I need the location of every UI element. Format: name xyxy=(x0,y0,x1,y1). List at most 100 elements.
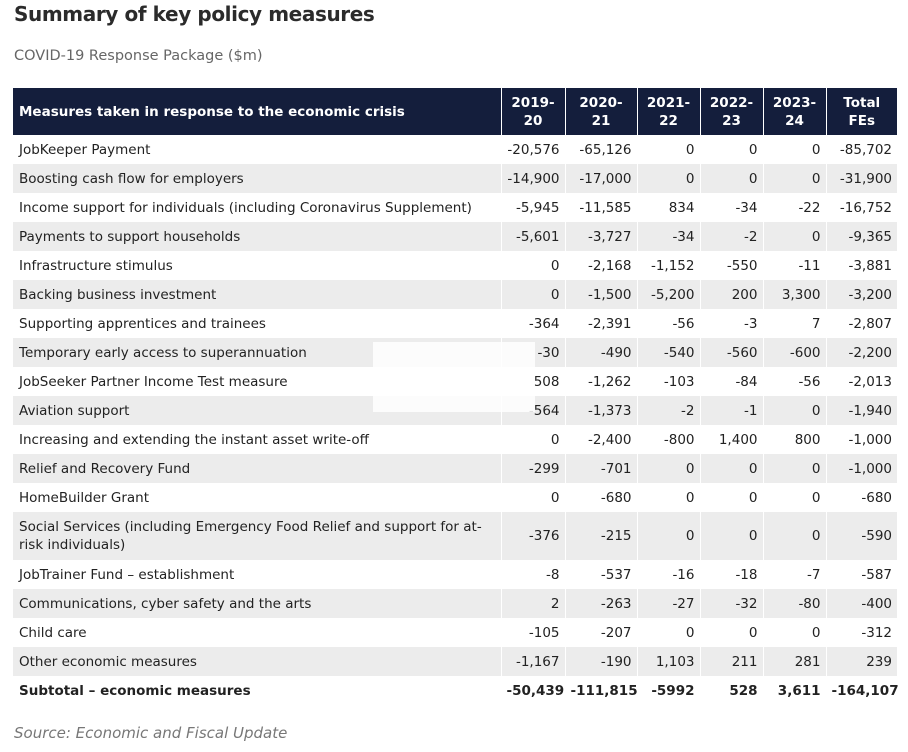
value-cell: 0 xyxy=(500,425,565,454)
header-column: 2020-21 xyxy=(564,88,637,135)
value-cell: -11 xyxy=(762,251,826,280)
table-row: Payments to support households -5,601 -3,7… xyxy=(13,222,897,251)
value-cell: -587 xyxy=(825,560,897,589)
value-cell: -9,365 xyxy=(825,222,897,251)
table-row: Supporting apprentices and trainees -364-… xyxy=(13,309,897,338)
measure-label: Communications, cyber safety and the art… xyxy=(13,589,501,618)
value-cell: -1,152 xyxy=(636,251,700,280)
value-cell: -680 xyxy=(564,483,637,512)
value-cell: -550 xyxy=(699,251,763,280)
measure-label: Infrastructure stimulus xyxy=(19,257,173,274)
subtotal-value: -164,107 xyxy=(825,676,899,705)
value-cell: 0 xyxy=(762,396,826,425)
subtotal-value: -50,439 xyxy=(500,676,565,705)
value-cell: -800 xyxy=(636,425,700,454)
value-cell: -16,752 xyxy=(825,193,897,222)
value-cell: -2 xyxy=(699,222,763,251)
value-cell: 834 xyxy=(636,193,700,222)
value-cell: -11,585 xyxy=(564,193,637,222)
measure-label: Increasing and extending the instant ass… xyxy=(19,431,369,448)
value-cell: 2 xyxy=(500,589,565,618)
table-row: JobSeeker Partner Income Test measure 508… xyxy=(13,367,897,396)
value-cell: -5,601 xyxy=(500,222,565,251)
measure-label: Social Services (including Emergency Foo… xyxy=(13,512,501,560)
subtotal-value: -5992 xyxy=(636,676,700,705)
value-cell: -680 xyxy=(825,483,897,512)
value-cell: -3,727 xyxy=(564,222,637,251)
value-cell: -17,000 xyxy=(564,164,637,193)
value-cell: 281 xyxy=(762,647,826,676)
value-cell: -7 xyxy=(762,560,826,589)
value-cell: 0 xyxy=(762,454,826,483)
value-cell: 0 xyxy=(699,483,763,512)
table-row: HomeBuilder Grant 0 -680 0 0 0 -680 xyxy=(13,483,897,512)
subtotal-value: 3,611 xyxy=(762,676,826,705)
value-cell: 0 xyxy=(699,164,763,193)
value-cell: -34 xyxy=(699,193,763,222)
subtotal-value: -111,815 xyxy=(564,676,638,705)
header-measure: Measures taken in response to the econom… xyxy=(13,88,501,135)
value-cell: 0 xyxy=(699,454,763,483)
value-cell: -364 xyxy=(500,309,565,338)
value-cell: -2,200 xyxy=(825,338,897,367)
table-row: JobTrainer Fund – establishment -8 -537 -16… xyxy=(13,560,897,589)
value-cell: 0 xyxy=(762,483,826,512)
value-cell: -20,576 xyxy=(500,135,565,164)
value-cell: -540 xyxy=(636,338,700,367)
table-row: Increasing and extending the instant ass… xyxy=(13,425,897,454)
value-cell: -263 xyxy=(564,589,637,618)
value-cell: -56 xyxy=(762,367,826,396)
table-row: Temporary early access to superannuation… xyxy=(13,338,897,367)
value-cell: 0 xyxy=(699,618,763,647)
value-cell: -5,200 xyxy=(636,280,700,309)
header-row: Measures taken in response to the econom… xyxy=(13,88,897,135)
value-cell: 1,103 xyxy=(636,647,700,676)
table-row: Communications, cyber safety and the art… xyxy=(13,589,897,618)
value-cell: 0 xyxy=(636,454,700,483)
measure-label: Payments to support households xyxy=(13,222,501,251)
header-column: 2022-23 xyxy=(699,88,763,135)
value-cell: -215 xyxy=(564,512,637,560)
value-cell: -400 xyxy=(825,589,897,618)
value-cell: 0 xyxy=(762,618,826,647)
value-cell: 0 xyxy=(636,618,700,647)
value-cell: -2,391 xyxy=(564,309,637,338)
measure-label: JobTrainer Fund – establishment xyxy=(19,566,235,583)
value-cell: -31,900 xyxy=(825,164,897,193)
value-cell: -1,500 xyxy=(564,280,637,309)
value-cell: -3 xyxy=(699,309,763,338)
value-cell: -3,881 xyxy=(825,251,897,280)
value-cell: -16 xyxy=(636,560,700,589)
value-cell: -27 xyxy=(636,589,700,618)
value-cell: -2 xyxy=(636,396,700,425)
value-cell: 0 xyxy=(636,512,700,560)
value-cell: -34 xyxy=(636,222,700,251)
measure-label: HomeBuilder Grant xyxy=(19,489,150,506)
measure-label: Boosting cash flow for employers xyxy=(13,164,501,193)
value-cell: -1 xyxy=(699,396,763,425)
value-cell: -590 xyxy=(825,512,897,560)
value-cell: -207 xyxy=(564,618,637,647)
value-cell: -600 xyxy=(762,338,826,367)
header-column: 2021-22 xyxy=(636,88,700,135)
source-note: Source: Economic and Fiscal Update xyxy=(14,724,288,742)
value-cell: -103 xyxy=(636,367,700,396)
table-row: Relief and Recovery Fund -299 -701 0 0 0 -1,00… xyxy=(13,454,897,483)
subtotal-row: Subtotal – economic measures -50,439 -111,… xyxy=(13,676,899,705)
table-row: Infrastructure stimulus 0 -2,168 -1,152 -550… xyxy=(13,251,897,280)
value-cell: -22 xyxy=(762,193,826,222)
value-cell: 0 xyxy=(500,280,565,309)
measure-label: Backing business investment xyxy=(13,280,501,309)
table-row: Other economic measures -1,167 -190 1,103 21… xyxy=(13,647,897,676)
table-row: Aviation support -564 -1,373 -2 -1 0 -1,940 xyxy=(13,396,897,425)
value-cell: -560 xyxy=(699,338,763,367)
subtotal-label: Subtotal – economic measures xyxy=(19,682,251,699)
value-cell: -5,945 xyxy=(500,193,565,222)
value-cell: -1,373 xyxy=(564,396,637,425)
table-row: Boosting cash flow for employers -14,900-… xyxy=(13,164,897,193)
page-title: Summary of key policy measures xyxy=(14,2,375,26)
value-cell: -1,000 xyxy=(825,425,897,454)
value-cell: 800 xyxy=(762,425,826,454)
header-column: Total FEs xyxy=(825,88,897,135)
measure-label: Supporting apprentices and trainees xyxy=(19,315,266,332)
